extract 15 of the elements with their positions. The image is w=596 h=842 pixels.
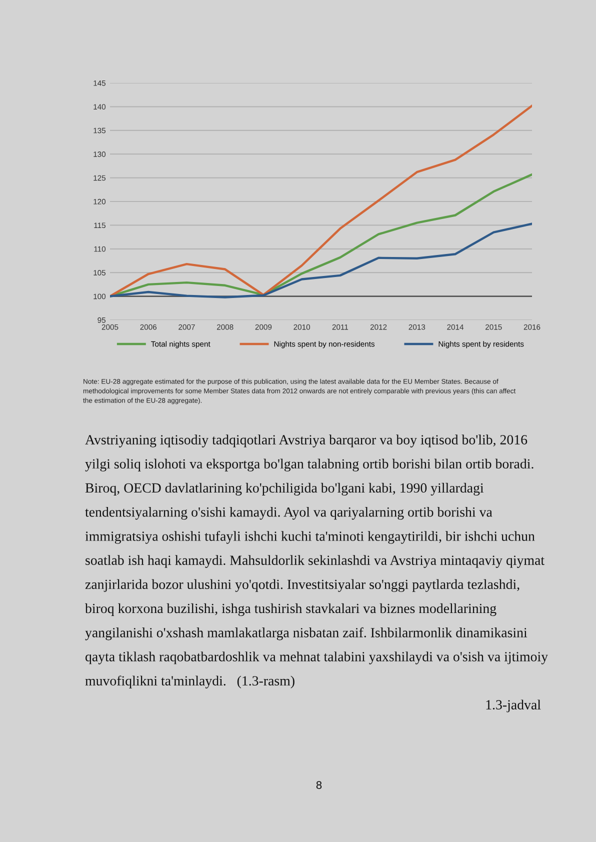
text: zanjirlarida bozor ulushini yo'qotdi. Investitsiyalar so'nggi paytlarda tezlashdi,: [85, 579, 520, 592]
line-series: [110, 104, 532, 298]
text: qayta tiklash raqobatbardoshlik va mehnat talabini yaxshilaydi va o'sish va ijtimoiy: [86, 652, 548, 664]
text: yilgi soliq islohoti va eksportga bo'lgan talabning ortib borishi bilan ortib boradi.: [85, 458, 534, 472]
text: Biroq, OECD davlatlarining ko'pchiligida bo'lgani kabi, 1990 yillardagi: [85, 482, 484, 496]
text: Avstriyaning iqtisodiy tadqiqotlari Avstriya barqaror va boy iqtisod bo'lib, 2016: [85, 434, 528, 448]
text: immigratsiya oshishi tufayli ishchi kuchi ta'minoti kengaytirildi, bir ishchi uchun: [85, 531, 535, 544]
text: tendentsiyalarning o'sishi kamaydi. Ayol va qariyalarning ortib borishi va: [85, 506, 492, 520]
text: biroq korxona buzilishi, ishga tushirish stavkalari va biznes modellarining: [85, 603, 496, 616]
text: muvofiqlikni ta'minlaydi. (1.3-rasm): [85, 676, 294, 688]
text: 1.3-jadval: [486, 700, 541, 712]
line-series: [110, 222, 532, 298]
text: 8: [316, 781, 322, 789]
text: yangilanishi o'xshash mamlakatlarga nisbatan zaif. Ishbilarmonlik dinamikasini: [85, 627, 528, 640]
text: soatlab ish haqi kamaydi. Mahsuldorlik sekinlashdi va Avstriya mintaqaviy qiymat: [86, 555, 544, 568]
